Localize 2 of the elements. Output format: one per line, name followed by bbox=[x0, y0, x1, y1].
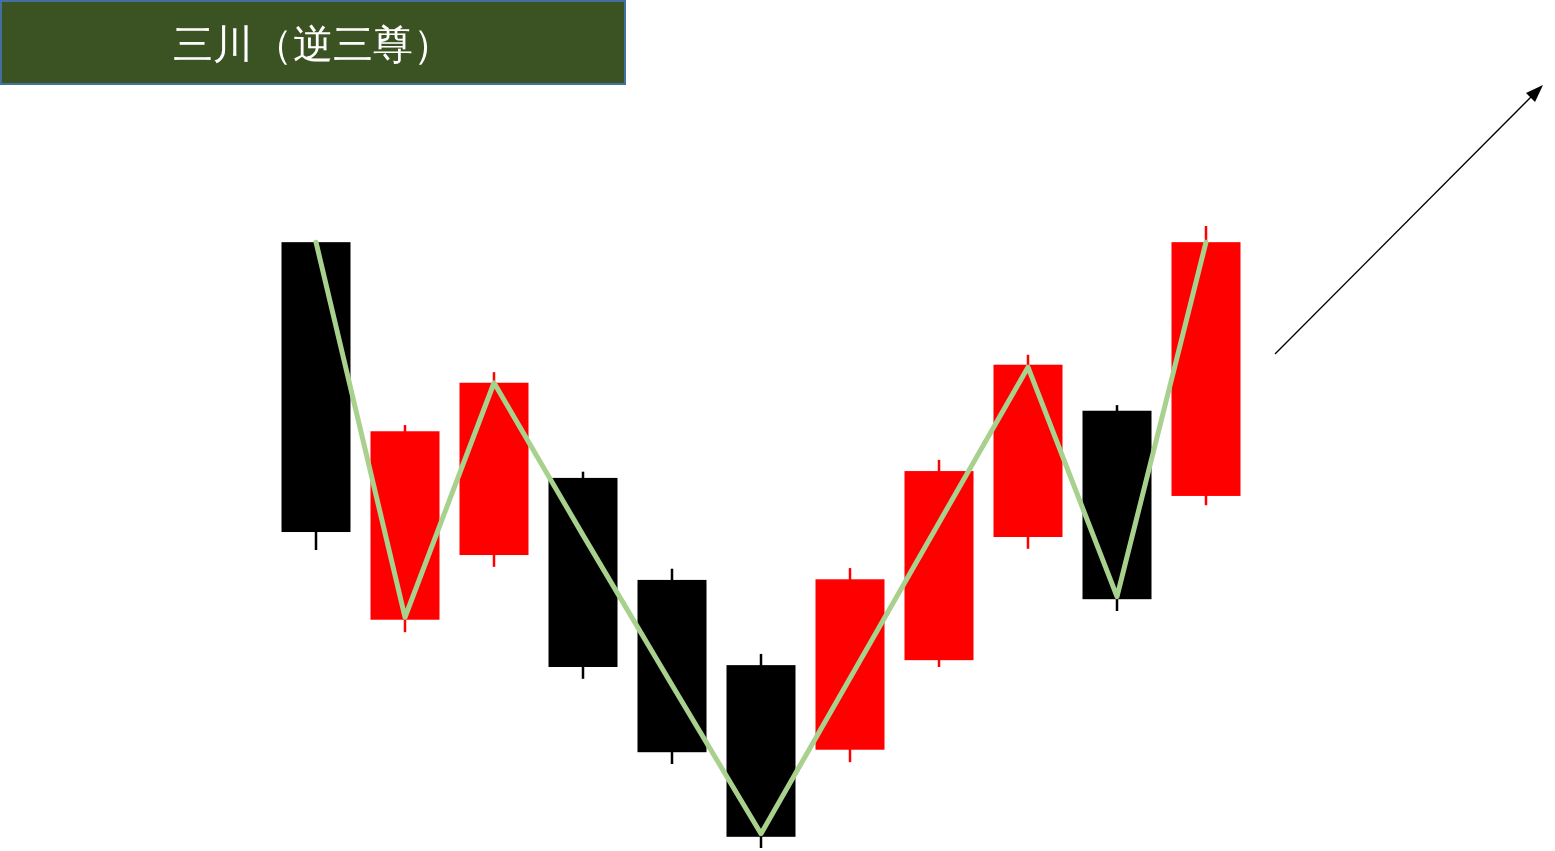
chart-title: 三川（逆三尊） bbox=[173, 21, 453, 67]
title: 三川（逆三尊） bbox=[0, 0, 626, 85]
